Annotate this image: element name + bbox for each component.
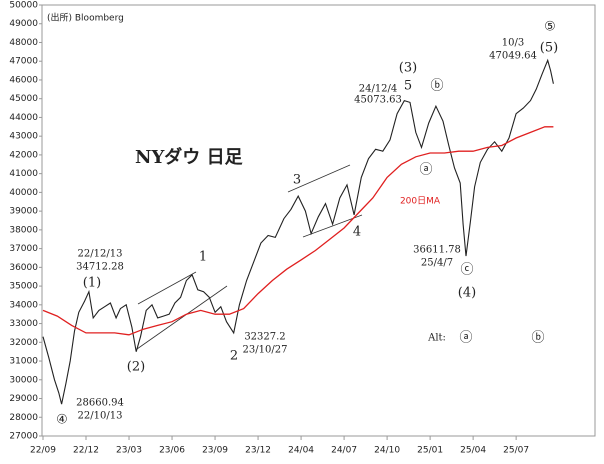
annotation: 5 bbox=[404, 79, 412, 94]
y-tick-label: 47000 bbox=[9, 57, 38, 67]
y-tick-label: 30000 bbox=[9, 375, 38, 385]
x-tick-label: 24/07 bbox=[331, 446, 357, 456]
annotation: 24/12/4 bbox=[359, 84, 398, 95]
y-tick-label: 41000 bbox=[9, 169, 38, 179]
annotation: (3) bbox=[399, 61, 417, 76]
y-tick-label: 32000 bbox=[9, 338, 38, 348]
y-tick-label: 49000 bbox=[9, 19, 38, 29]
annotation: (出所) Bloomberg bbox=[47, 12, 124, 24]
y-tick-label: 48000 bbox=[9, 38, 38, 48]
annotation: 36611.78 bbox=[413, 245, 461, 256]
x-tick-label: 23/12 bbox=[245, 446, 271, 456]
annotation: 23/10/27 bbox=[243, 345, 288, 356]
x-tick-label: 24/04 bbox=[288, 446, 314, 456]
annotation: (4) bbox=[458, 286, 476, 301]
y-tick-label: 27000 bbox=[9, 432, 38, 442]
y-tick-label: 35000 bbox=[9, 282, 38, 292]
x-tick-label: 23/06 bbox=[159, 446, 185, 456]
annotation: 200日MA bbox=[400, 196, 441, 207]
y-tick-label: 50000 bbox=[9, 1, 38, 11]
y-tick-label: 31000 bbox=[9, 357, 38, 367]
trend-line bbox=[137, 271, 197, 305]
line-series bbox=[42, 58, 554, 405]
x-tick-label: 23/03 bbox=[116, 446, 142, 456]
y-tick-label: 42000 bbox=[9, 150, 38, 160]
annotation: 28660.94 bbox=[76, 398, 124, 409]
x-tick-label: 25/07 bbox=[503, 446, 529, 456]
line-series bbox=[42, 126, 554, 336]
x-tick-label: 22/09 bbox=[30, 446, 56, 456]
x-tick-label: 22/12 bbox=[73, 446, 99, 456]
annotation: (1) bbox=[83, 276, 101, 291]
y-tick-label: 39000 bbox=[9, 207, 38, 217]
annotation: ④ bbox=[56, 413, 68, 428]
x-tick-label: 24/10 bbox=[374, 446, 400, 456]
y-tick-label: 28000 bbox=[9, 413, 38, 423]
annotation: ⓒ bbox=[460, 263, 473, 278]
annotation: 22/12/13 bbox=[78, 249, 123, 260]
y-tick-label: 38000 bbox=[9, 225, 38, 235]
trend-line bbox=[287, 164, 351, 193]
annotation: 45073.63 bbox=[354, 95, 402, 106]
y-tick-label: 45000 bbox=[9, 94, 38, 104]
x-tick-label: 25/04 bbox=[460, 446, 486, 456]
y-tick-label: 37000 bbox=[9, 244, 38, 254]
annotation: 25/4/7 bbox=[421, 258, 453, 269]
y-tick-label: 40000 bbox=[9, 188, 38, 198]
annotation: (5) bbox=[540, 41, 558, 56]
annotation: 2 bbox=[230, 349, 238, 364]
annotation: ⓑ bbox=[531, 331, 544, 346]
annotation: (2) bbox=[127, 360, 145, 375]
y-tick-label: 46000 bbox=[9, 75, 38, 85]
y-tick-label: 33000 bbox=[9, 319, 38, 329]
annotation: ⓑ bbox=[430, 79, 443, 94]
annotation: NYダウ 日足 bbox=[135, 146, 243, 168]
x-tick-label: 23/09 bbox=[202, 446, 228, 456]
annotation: 4 bbox=[353, 225, 361, 240]
annotation: 34712.28 bbox=[76, 262, 124, 273]
plot-frame bbox=[41, 4, 596, 437]
annotation: 10/3 bbox=[502, 38, 524, 49]
y-tick-label: 34000 bbox=[9, 300, 38, 310]
x-tick-label: 25/01 bbox=[417, 446, 443, 456]
annotation: ⓐ bbox=[459, 331, 472, 346]
annotation: 3 bbox=[293, 173, 301, 188]
y-tick-label: 44000 bbox=[9, 113, 38, 123]
annotation: ⓐ bbox=[419, 163, 432, 178]
y-tick-label: 43000 bbox=[9, 132, 38, 142]
annotation: ⑤ bbox=[544, 20, 556, 35]
annotation: 1 bbox=[199, 250, 207, 265]
annotation: Alt: bbox=[427, 333, 446, 344]
y-tick-label: 29000 bbox=[9, 394, 38, 404]
annotation: 22/10/13 bbox=[78, 411, 123, 422]
trend-line bbox=[136, 285, 228, 350]
annotation: 32327.2 bbox=[244, 332, 285, 343]
annotation: 47049.64 bbox=[489, 51, 537, 62]
y-tick-label: 36000 bbox=[9, 263, 38, 273]
